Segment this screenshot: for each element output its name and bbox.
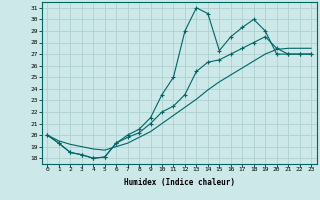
X-axis label: Humidex (Indice chaleur): Humidex (Indice chaleur): [124, 178, 235, 187]
